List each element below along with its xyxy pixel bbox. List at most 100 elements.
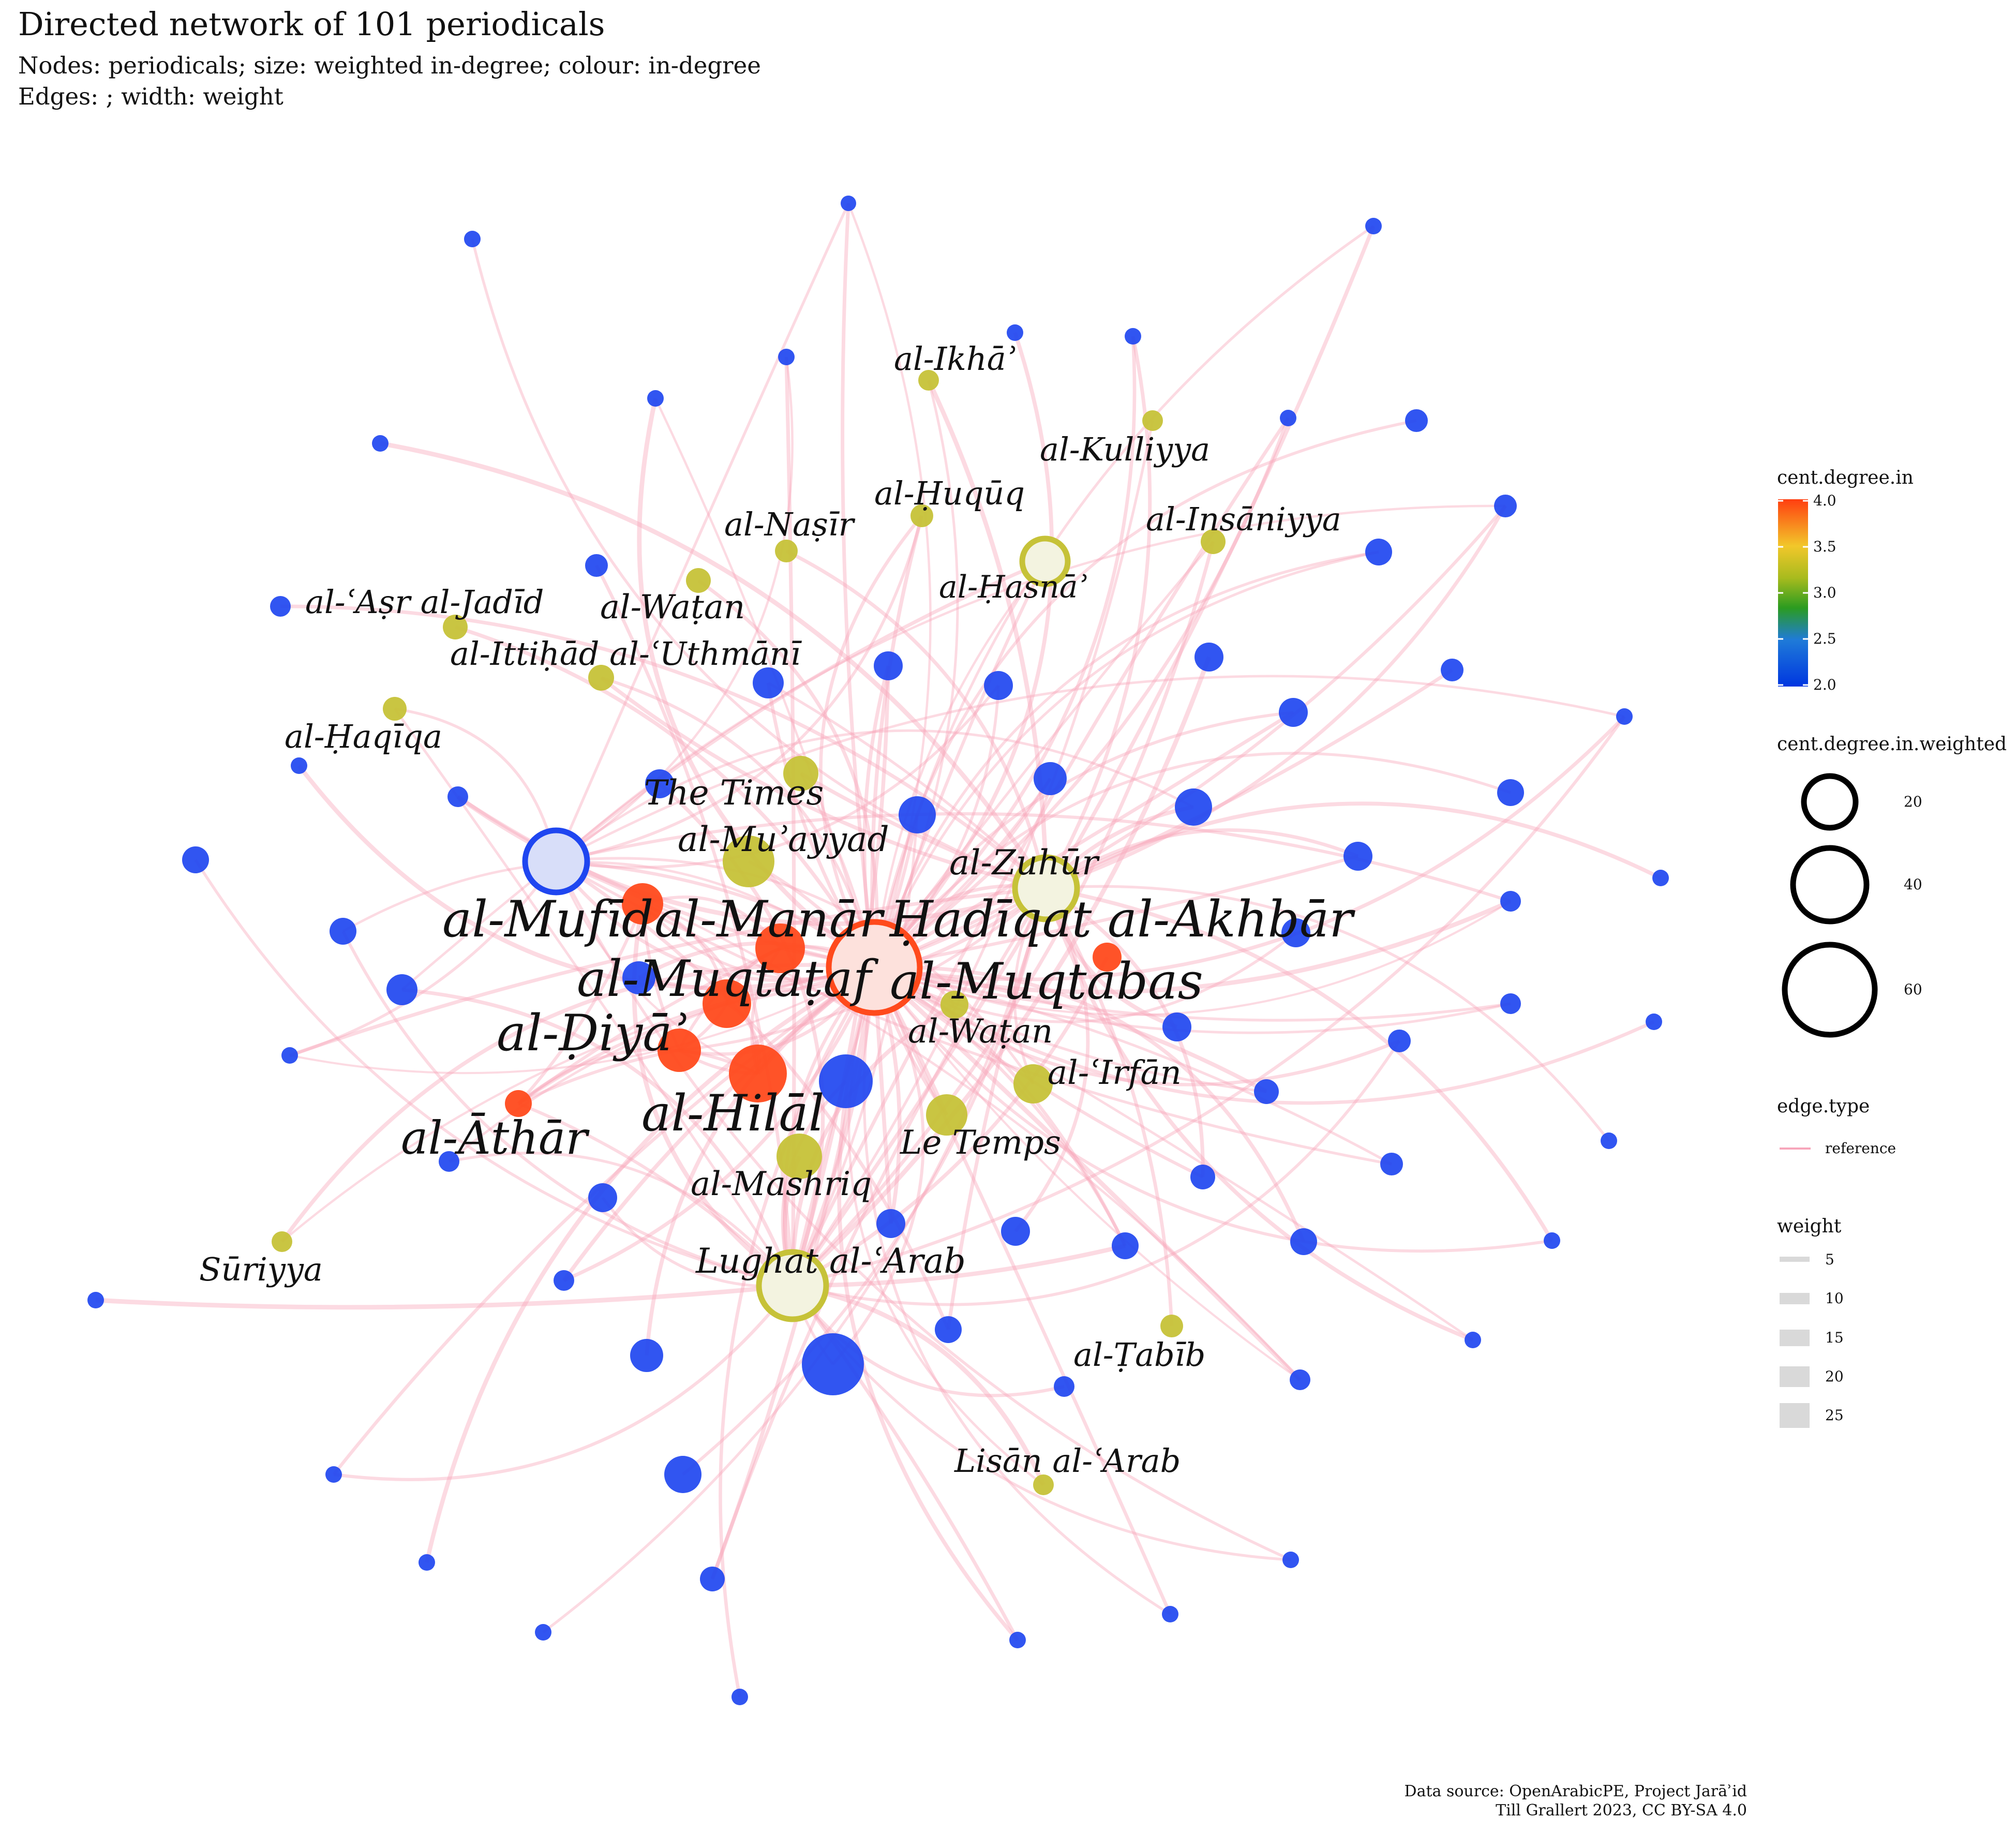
node-periodical (1388, 1030, 1411, 1052)
legend-weight-swatch (1780, 1366, 1810, 1387)
edge (555, 729, 1194, 862)
node-periodical (1601, 1132, 1617, 1149)
node-periodical (1201, 529, 1226, 554)
node-periodical (731, 1689, 748, 1705)
edge (873, 560, 1046, 968)
edge (873, 966, 1301, 1381)
node-periodical (272, 1231, 292, 1252)
node-periodical (1365, 539, 1392, 565)
edge (333, 1285, 794, 1481)
chart-subtitle-nodes: Nodes: periodicals; size: weighted in-de… (18, 52, 761, 79)
node-periodical (899, 796, 936, 833)
edge (785, 549, 1048, 889)
edge (542, 888, 1048, 1634)
node-label: al-Ḍiyāʾ (497, 1004, 688, 1062)
edge (332, 966, 875, 1476)
node-periodical (841, 196, 856, 211)
node-label: al-Ṭabīb (1073, 1336, 1205, 1374)
node-periodical (1190, 1165, 1215, 1189)
node-periodical-hollow (1019, 535, 1071, 587)
edge (424, 965, 876, 1563)
node-periodical (1160, 1315, 1183, 1337)
node-label: Ḥadīqat al-Akhbār (889, 890, 1355, 948)
edge (873, 541, 1214, 968)
node-periodical (723, 836, 774, 887)
edge (600, 676, 1047, 890)
legend-colour-tick: 3.5 (1813, 538, 1836, 555)
edge (791, 225, 1376, 1287)
node-periodical (1093, 943, 1122, 972)
node-periodical (1281, 918, 1310, 947)
edge (873, 417, 1290, 969)
edge (517, 1049, 680, 1105)
edge (697, 579, 879, 968)
legend-edge-type: edge.type reference (1777, 1096, 1896, 1157)
edge (791, 560, 1047, 1286)
legend-edge-value: reference (1825, 1140, 1896, 1157)
edge (380, 441, 1048, 890)
edge (556, 684, 1000, 869)
edge (791, 541, 1215, 1287)
edge (831, 966, 925, 1365)
node-periodical (588, 1183, 617, 1212)
edge (800, 771, 1047, 890)
edge (873, 332, 1054, 969)
edge (342, 861, 875, 968)
node-periodical (383, 697, 407, 721)
edge (394, 707, 558, 862)
edge (873, 966, 1552, 1253)
edge (873, 419, 1417, 968)
edge (874, 899, 1512, 994)
edge (289, 966, 875, 1075)
edge (873, 380, 959, 968)
legend-weight-value: 10 (1825, 1290, 1844, 1307)
edge (1045, 801, 1662, 890)
edge (792, 1040, 1401, 1306)
edge (873, 504, 1507, 969)
node-periodical (1033, 1474, 1054, 1495)
edge (645, 965, 876, 1356)
edge (874, 715, 1626, 981)
node-periodical (783, 756, 818, 791)
edge (1044, 887, 1174, 1327)
legend-size-title: cent.degree.in.weighted (1777, 734, 2007, 755)
node-periodical-hollow (522, 827, 590, 896)
node-periodical (464, 231, 481, 247)
node-label: al-Mashriq (691, 1165, 872, 1203)
edge (637, 398, 876, 970)
edge (556, 860, 1301, 1381)
node-periodical (1013, 1064, 1053, 1104)
edge (95, 1283, 793, 1310)
edge (281, 966, 875, 1243)
edge (556, 857, 1035, 1085)
edge (449, 1152, 794, 1287)
edge (595, 564, 795, 1286)
legend-weight-swatch (1780, 1257, 1810, 1262)
edge (658, 782, 825, 1287)
node-periodical (1007, 324, 1023, 341)
edge (289, 886, 1047, 1057)
node-periodical (819, 1054, 873, 1108)
legend-colour-tick: 2.0 (1813, 676, 1836, 693)
edge (870, 515, 924, 968)
node-periodical (1142, 410, 1163, 431)
node-label: al-Āthār (401, 1111, 590, 1165)
node-periodical (622, 883, 663, 925)
node-periodical (325, 1466, 342, 1483)
node-periodical (1616, 708, 1633, 725)
node-periodical (1001, 1217, 1030, 1246)
node-periodical (1405, 409, 1428, 432)
legend-weight-value: 20 (1825, 1368, 1844, 1385)
node-periodical (1441, 659, 1464, 681)
edge (601, 676, 876, 968)
edge (641, 902, 759, 1074)
edge (1045, 886, 1205, 1178)
label-layer: Ḥadīqat al-Akhbāral-Muqtabasal-Manāral-M… (199, 340, 1355, 1480)
edge (289, 860, 558, 1057)
node-periodical (658, 1029, 701, 1072)
edge (555, 860, 1392, 1166)
node-label: al-Ḥaqīqa (285, 718, 442, 755)
node-label: al-Zuhūr (949, 843, 1100, 883)
edge (710, 887, 1048, 1580)
